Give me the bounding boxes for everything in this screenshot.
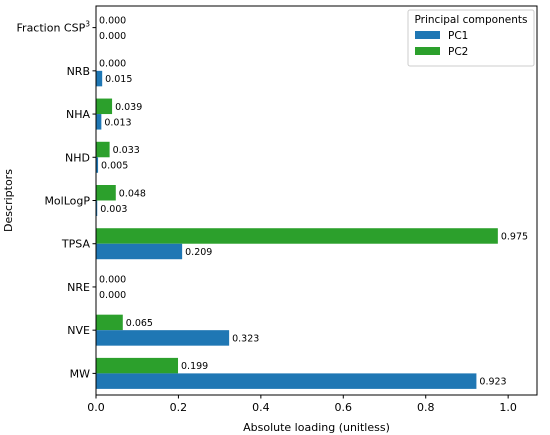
bar-pc2-nve [96,314,123,331]
data-label-pc2-nve: 0.065 [126,318,153,329]
x-tick-label-1: 0.2 [170,401,188,414]
y-axis-label: Descriptors [2,169,15,232]
bar-pc2-nha [96,98,113,115]
data-label-pc2-nhd: 0.033 [113,145,140,156]
bar-pc1-mw [96,373,477,389]
data-label-pc1-fraction-csp3: 0.000 [99,31,126,42]
data-label-pc1-nre: 0.000 [99,290,126,301]
x-tick-label-0: 0.0 [87,401,105,414]
data-label-pc1-mollogp: 0.003 [100,204,127,215]
bar-pc1-nhd [96,157,99,173]
x-axis-label: Absolute loading (unitless) [243,421,390,434]
data-label-pc1-nhd: 0.005 [101,161,128,172]
y-tick-label-mw: MW [70,367,90,380]
bar-pc2-tpsa [96,228,498,244]
data-label-pc1-nha: 0.013 [104,117,131,128]
data-label-pc2-fraction-csp3: 0.000 [99,15,126,26]
data-label-pc2-nrb: 0.000 [99,59,126,70]
legend-swatch-pc2 [415,47,440,55]
bar-pc2-mollogp [96,185,116,201]
y-tick-label-nrb: NRB [67,65,90,78]
data-labels-layer: 0.199 0.923 0.065 0.323 0.000 0.000 0.975 0.209… [99,15,528,387]
data-label-pc2-tpsa: 0.975 [501,231,528,242]
data-label-pc1-nrb: 0.015 [105,74,132,85]
data-label-pc1-tpsa: 0.209 [185,247,212,258]
x-tick-label-4: 0.8 [417,401,435,414]
bar-pc1-nrb [96,70,103,87]
data-label-pc2-nha: 0.039 [115,102,142,113]
data-label-pc2-mw: 0.199 [181,361,208,372]
x-tick-label-5: 1.0 [499,401,517,414]
data-label-pc2-mollogp: 0.048 [119,188,146,199]
y-tick-label-nre: NRE [67,281,90,294]
legend-label-pc2: PC2 [448,46,468,58]
x-tick-label-2: 0.4 [252,401,270,414]
bars-layer [96,70,498,389]
y-tick-label-nhd: NHD [65,151,90,164]
bar-pc1-mollogp [96,200,98,216]
y-ticks-layer: MW NVE NRE TPSA MolLogP NHD NHA NRB Fraction CSP… [17,20,96,380]
bar-pc2-nhd [96,141,110,158]
legend-swatch-pc1 [415,31,440,39]
y-tick-label-nve: NVE [67,324,90,337]
data-label-pc1-nve: 0.323 [232,333,259,344]
y-tick-label-fraction-csp3: Fraction CSP3 [17,20,91,35]
y-tick-label-tpsa: TPSA [61,238,91,251]
x-tick-label-3: 0.6 [335,401,353,414]
bar-pc1-tpsa [96,243,183,260]
x-ticks-layer: 0.0 0.2 0.4 0.6 0.8 1.0 [87,395,517,414]
legend-label-pc1: PC1 [448,30,468,42]
bar-pc1-nha [96,114,102,130]
bar-pc1-nve [96,330,230,346]
data-label-pc1-mw: 0.923 [479,377,506,388]
y-tick-label-mollogp: MolLogP [44,195,90,208]
legend-title: Principal components [415,14,528,26]
data-label-pc2-nre: 0.000 [99,275,126,286]
y-tick-label-nha: NHA [66,108,91,121]
bar-pc2-mw [96,357,179,374]
